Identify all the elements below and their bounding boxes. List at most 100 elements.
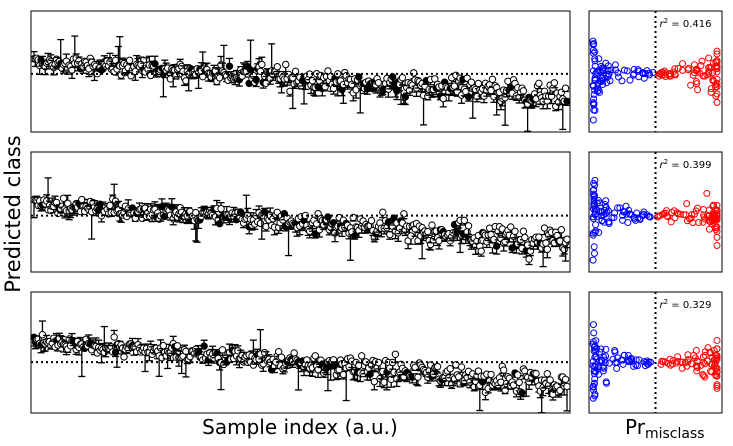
side-point-red [703, 357, 711, 365]
data-point [52, 198, 61, 207]
side-point-blue [590, 100, 598, 108]
side-point-blue [602, 345, 610, 353]
side-point-blue [608, 214, 616, 222]
data-point [433, 362, 442, 371]
side-point-blue [611, 61, 619, 69]
side-point-red [693, 363, 701, 371]
data-point [511, 227, 519, 236]
side-point-red [709, 202, 717, 210]
data-point [367, 216, 376, 225]
side-point-red [695, 219, 703, 227]
data-point [557, 226, 566, 234]
data-point [546, 376, 554, 384]
plot-area [31, 320, 570, 413]
side-point-blue [593, 84, 601, 92]
side-point-blue [635, 356, 643, 364]
data-point [488, 75, 497, 83]
data-point [398, 73, 407, 82]
data-point [521, 233, 529, 242]
main-panel-1 [30, 10, 571, 133]
side-point-blue [589, 383, 597, 391]
data-point [514, 371, 522, 379]
side-panel-frame [588, 151, 723, 273]
side-point-blue [643, 357, 651, 365]
data-point [543, 369, 552, 378]
r2-annotation: r2 = 0.416 [660, 17, 712, 30]
main-panel-frame [30, 10, 571, 133]
side-point-red [713, 90, 721, 98]
side-point-red [693, 367, 701, 375]
side-point-red [684, 358, 692, 366]
side-point-red [674, 64, 682, 72]
data-point [200, 342, 208, 350]
x-axis-label-main: Sample index (a.u.) [202, 415, 398, 439]
side-point-blue [597, 356, 605, 364]
data-point [519, 227, 528, 235]
side-point-red [713, 352, 721, 360]
data-point [563, 97, 570, 105]
data-point [477, 247, 485, 255]
data-point [563, 382, 570, 391]
side-point-blue [593, 206, 601, 214]
y-axis-label: Predicted class [1, 135, 25, 292]
side-point-red [667, 218, 675, 226]
side-point-red [690, 210, 698, 218]
side-point-blue [593, 68, 601, 76]
side-point-red [713, 336, 721, 344]
side-point-blue [630, 213, 638, 221]
side-point-blue [601, 356, 609, 364]
data-point [525, 255, 533, 263]
side-point-blue [619, 211, 627, 219]
side-point-blue [591, 57, 599, 65]
data-point [110, 333, 118, 341]
side-point-blue [590, 190, 598, 198]
side-point-blue [602, 203, 610, 211]
side-point-blue [624, 219, 632, 227]
data-point [215, 219, 224, 228]
side-point-blue [590, 380, 598, 388]
data-point [424, 227, 432, 236]
side-point-red [687, 81, 695, 89]
data-point [561, 84, 570, 92]
side-point-red [660, 210, 668, 218]
side-point-blue [591, 208, 599, 216]
side-point-red [689, 71, 697, 79]
r2-value: = 0.399 [668, 160, 711, 171]
side-point-blue [614, 204, 622, 212]
side-point-blue [640, 358, 648, 366]
side-point-red [658, 357, 666, 365]
side-point-blue [615, 73, 623, 81]
data-point [464, 222, 473, 230]
data-point [460, 216, 469, 225]
side-plot-area [589, 321, 721, 402]
side-point-red [691, 354, 699, 362]
side-point-red [713, 354, 721, 362]
x-axis-label-side-main: Pr [625, 415, 646, 439]
side-point-red [713, 364, 721, 372]
side-point-red [713, 215, 721, 223]
data-point [218, 346, 227, 354]
data-point [492, 242, 501, 250]
r2-value: = 0.329 [668, 300, 711, 311]
side-point-red [713, 50, 721, 58]
data-point [532, 369, 540, 378]
side-point-red [713, 209, 721, 217]
side-point-blue [641, 70, 649, 78]
side-point-red [713, 83, 721, 91]
data-point [38, 331, 47, 339]
data-point [159, 341, 168, 350]
main-panel-3 [30, 291, 571, 414]
data-point [151, 60, 159, 68]
side-point-blue [591, 342, 599, 350]
data-point [515, 378, 523, 387]
side-point-red [713, 242, 721, 250]
side-point-blue [623, 67, 631, 75]
side-point-blue [590, 186, 598, 194]
data-point [457, 363, 466, 371]
side-point-blue [589, 256, 597, 264]
side-point-red [686, 215, 694, 223]
side-point-blue [592, 221, 600, 229]
data-point [391, 350, 400, 358]
side-point-red [701, 215, 709, 223]
